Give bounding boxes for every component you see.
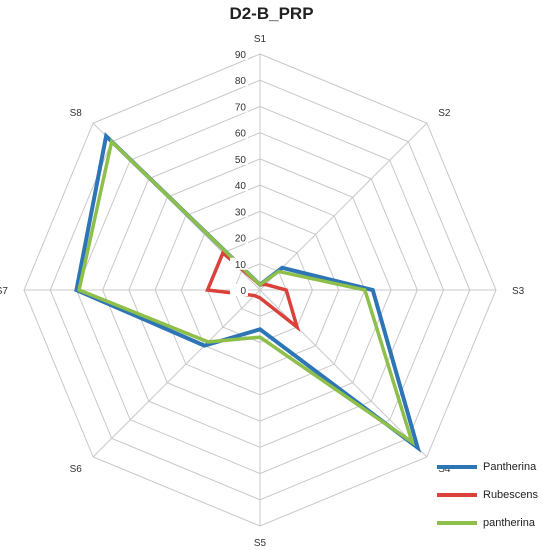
series-line (77, 138, 416, 447)
axis-label: S7 (0, 286, 8, 297)
series-line (205, 250, 301, 332)
tick-label-bg (230, 284, 248, 296)
legend-swatch (437, 493, 477, 497)
tick-label: 50 (235, 155, 247, 166)
tick-label: 90 (235, 50, 247, 61)
chart-title: D2-B_PRP (229, 4, 314, 23)
axis-label: S3 (512, 286, 525, 297)
axis-label: S6 (70, 464, 83, 475)
tick-label: 0 (240, 286, 246, 297)
tick-label-bg (230, 205, 248, 218)
legend-item: Rubescens (437, 488, 538, 502)
axis-spoke (259, 122, 428, 291)
axis-label: S5 (254, 538, 267, 549)
tick-label: 60 (235, 129, 247, 140)
tick-label-bg (230, 48, 248, 60)
tick-label: 10 (235, 260, 247, 271)
tick-label: 70 (235, 102, 247, 113)
legend-label: Rubescens (483, 489, 539, 501)
tick-label-bg (230, 74, 248, 87)
tick-label-bg (230, 100, 248, 113)
legend-item: pantherina (437, 516, 538, 530)
axis-label: S1 (254, 34, 267, 45)
axis-label: S8 (70, 108, 83, 119)
series-line (74, 132, 422, 453)
tick-label: 40 (235, 181, 247, 192)
legend-swatch (437, 465, 477, 469)
tick-label: 30 (235, 207, 247, 218)
legend: Pantherina Rubescens pantherina (437, 460, 538, 544)
legend-label: pantherina (483, 517, 535, 529)
legend-item: Pantherina (437, 460, 538, 474)
tick-label-bg (230, 179, 248, 192)
axis-spoke (259, 289, 428, 458)
tick-label-bg (230, 257, 248, 270)
tick-label: 80 (235, 76, 247, 87)
tick-label-bg (230, 152, 248, 165)
tick-label-bg (230, 126, 248, 139)
legend-label: Pantherina (483, 461, 537, 473)
axis-spoke (92, 289, 261, 458)
axis-label: S4 (438, 464, 451, 475)
tick-label-bg (230, 231, 248, 244)
tick-label: 20 (235, 234, 247, 245)
legend-swatch (437, 521, 477, 525)
axis-label: S2 (438, 108, 451, 119)
